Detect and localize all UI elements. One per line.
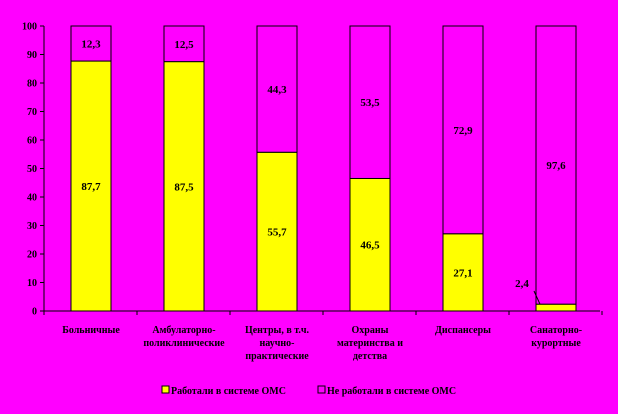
bar-segment-not-worked bbox=[256, 25, 298, 153]
data-label-not-worked: 97,6 bbox=[546, 160, 566, 172]
category-label: Охраны материнства и детства bbox=[337, 325, 403, 362]
category-label-line: Центры, в т.ч. bbox=[245, 325, 310, 336]
data-label-not-worked: 53,5 bbox=[360, 97, 380, 109]
bar-segment-not-worked bbox=[535, 25, 577, 305]
bar-segment-not-worked bbox=[70, 25, 112, 62]
category-label: Амбулаторно-поликлинические bbox=[143, 325, 225, 349]
category-label-line: Диспансеры bbox=[435, 325, 491, 336]
data-label-worked: 87,5 bbox=[174, 181, 194, 193]
axes: 0 10 20 30 40 50 60 70 80 90 100 bbox=[22, 22, 603, 318]
data-label-worked: 46,5 bbox=[360, 240, 380, 252]
bar-segment-not-worked bbox=[349, 25, 391, 179]
category-label: Санаторно-курортные bbox=[530, 325, 582, 349]
data-label-worked: 27,1 bbox=[453, 267, 472, 279]
category-label-line: практические bbox=[245, 351, 309, 362]
y-tick-label: 30 bbox=[27, 221, 37, 232]
data-label-worked: 87,7 bbox=[81, 181, 101, 193]
bar-segment-worked bbox=[163, 61, 205, 312]
bar-segment-worked bbox=[349, 177, 391, 312]
y-tick-label: 100 bbox=[22, 22, 37, 33]
bars bbox=[70, 25, 577, 312]
category-label-line: курортные bbox=[531, 338, 581, 349]
category-label-line: Охраны bbox=[352, 325, 389, 336]
y-tick-label: 40 bbox=[27, 193, 37, 204]
bar-segment-worked bbox=[442, 233, 484, 312]
category-labels: Больничные Амбулаторно-поликлинические Цен… bbox=[62, 325, 582, 362]
data-label-not-worked: 12,5 bbox=[174, 39, 194, 51]
data-label-not-worked: 44,3 bbox=[267, 84, 287, 96]
y-tick-label: 90 bbox=[27, 50, 37, 61]
data-labels: 87,7 12,3 87,5 12,5 55,7 44,3 46,5 53,5 27,1 72,9… bbox=[81, 39, 566, 305]
data-label-leader bbox=[533, 290, 541, 305]
category-label-line: поликлинические bbox=[143, 338, 225, 349]
y-tick-label: 10 bbox=[27, 278, 37, 289]
category-label-line: научно- bbox=[260, 338, 295, 349]
category-label-line: Санаторно- bbox=[530, 325, 582, 336]
legend-label-worked: Работали в системе ОМС bbox=[171, 386, 286, 397]
data-label-not-worked: 12,3 bbox=[81, 39, 101, 51]
bar-segment-worked bbox=[70, 60, 112, 312]
category-label-line: детства bbox=[353, 351, 387, 362]
legend-label-not-worked: Не работали в системе ОМС bbox=[327, 386, 456, 397]
category-label: Больничные bbox=[62, 325, 120, 336]
y-tick-label: 20 bbox=[27, 250, 37, 261]
data-label-not-worked: 72,9 bbox=[453, 125, 473, 137]
y-tick-label: 0 bbox=[32, 307, 37, 318]
category-label: Диспансеры bbox=[435, 325, 491, 336]
bar-segment-not-worked bbox=[163, 25, 205, 63]
bar-segment-worked bbox=[535, 303, 577, 312]
category-label-line: Больничные bbox=[62, 325, 120, 336]
legend: Работали в системе ОМС Не работали в сист… bbox=[161, 385, 456, 397]
y-tick-label: 50 bbox=[27, 164, 37, 175]
y-tick-label: 80 bbox=[27, 79, 37, 90]
legend-swatch-not-worked bbox=[317, 385, 326, 394]
category-label: Центры, в т.ч. научно-практические bbox=[245, 325, 310, 362]
data-label-worked: 2,4 bbox=[515, 278, 529, 290]
y-tick-label: 60 bbox=[27, 136, 37, 147]
bar-segment-not-worked bbox=[442, 25, 484, 235]
legend-swatch-worked bbox=[161, 385, 170, 394]
data-label-worked: 55,7 bbox=[267, 227, 287, 239]
category-label-line: материнства и bbox=[337, 338, 403, 349]
category-label-line: Амбулаторно- bbox=[152, 325, 215, 336]
y-tick-label: 70 bbox=[27, 107, 37, 118]
